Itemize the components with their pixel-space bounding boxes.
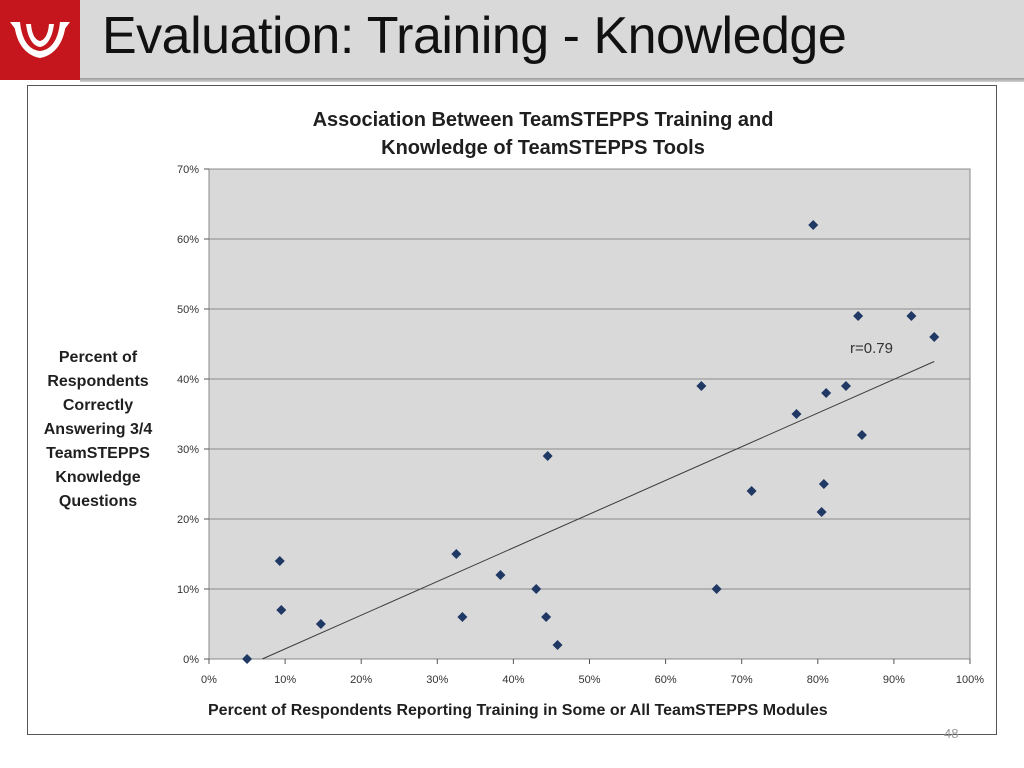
data-point xyxy=(242,654,253,664)
y-axis-label-line: Percent of xyxy=(58,349,138,366)
data-point xyxy=(816,507,827,517)
chart-title-line-2: Knowledge of TeamSTEPPS Tools xyxy=(381,137,705,159)
y-axis-label-line: TeamSTEPPS xyxy=(46,445,150,462)
data-point xyxy=(929,332,940,342)
x-tick-label: 100% xyxy=(956,674,984,686)
y-tick-label: 20% xyxy=(177,514,199,526)
y-tick-label: 60% xyxy=(177,234,199,246)
data-point xyxy=(315,619,326,629)
y-tick-label: 70% xyxy=(177,164,199,176)
data-point xyxy=(274,556,285,566)
data-point xyxy=(853,311,864,321)
y-axis-label-line: Answering 3/4 xyxy=(43,421,153,438)
data-point xyxy=(711,584,722,594)
y-tick-label: 40% xyxy=(177,374,199,386)
x-axis-label: Percent of Respondents Reporting Trainin… xyxy=(208,702,828,719)
y-tick-label: 50% xyxy=(177,304,199,316)
y-tick-label: 30% xyxy=(177,444,199,456)
x-tick-label: 40% xyxy=(502,674,524,686)
data-point xyxy=(542,451,553,461)
page-number: 48 xyxy=(944,726,959,741)
title-bar xyxy=(0,0,1024,80)
data-point xyxy=(531,584,542,594)
chart-title: Association Between TeamSTEPPS Training … xyxy=(258,106,828,162)
x-tick-label: 0% xyxy=(201,674,217,686)
chart-title-line-1: Association Between TeamSTEPPS Training … xyxy=(312,109,774,131)
y-axis-label-line: Correctly xyxy=(62,397,134,414)
y-tick-label: 10% xyxy=(177,584,199,596)
data-point xyxy=(696,381,707,391)
x-tick-label: 70% xyxy=(731,674,753,686)
data-point xyxy=(457,612,468,622)
plot-area xyxy=(208,168,971,660)
data-point xyxy=(552,640,563,650)
data-point xyxy=(791,409,802,419)
slide-title: Evaluation: Training - Knowledge xyxy=(102,7,847,65)
y-axis-label-line: Knowledge xyxy=(55,469,141,486)
x-tick-label: 30% xyxy=(426,674,448,686)
data-point xyxy=(451,549,462,559)
data-point xyxy=(495,570,506,580)
data-point xyxy=(818,479,829,489)
x-tick-label: 50% xyxy=(578,674,600,686)
scatter-chart: 0% 10% 20% 30% 40% 50% 60% 70% 0% 10% 20% 30% 40% 50%… xyxy=(177,164,984,686)
x-tick-label: 90% xyxy=(883,674,905,686)
y-tick-label: 0% xyxy=(183,654,199,666)
data-point xyxy=(746,486,757,496)
x-tick-label: 20% xyxy=(350,674,372,686)
data-point xyxy=(856,430,867,440)
y-axis-label: Percent of Respondents Correctly Answeri… xyxy=(28,346,168,514)
data-point xyxy=(541,612,552,622)
data-point xyxy=(821,388,832,398)
correlation-annotation: r=0.79 xyxy=(850,340,893,357)
y-axis-label-line: Respondents xyxy=(47,373,149,390)
y-axis-label-line: Questions xyxy=(58,493,138,510)
data-point xyxy=(808,220,819,230)
x-tick-label: 80% xyxy=(807,674,829,686)
x-tick-label: 10% xyxy=(274,674,296,686)
data-point xyxy=(906,311,917,321)
title-bar-shadow xyxy=(80,78,1024,82)
chart-container: 0% 10% 20% 30% 40% 50% 60% 70% 0% 10% 20% 30% 40% 50%… xyxy=(27,85,997,735)
trendline xyxy=(262,361,935,660)
university-logo-icon xyxy=(0,0,80,80)
data-point xyxy=(276,605,287,615)
data-point xyxy=(840,381,851,391)
x-tick-label: 60% xyxy=(655,674,677,686)
